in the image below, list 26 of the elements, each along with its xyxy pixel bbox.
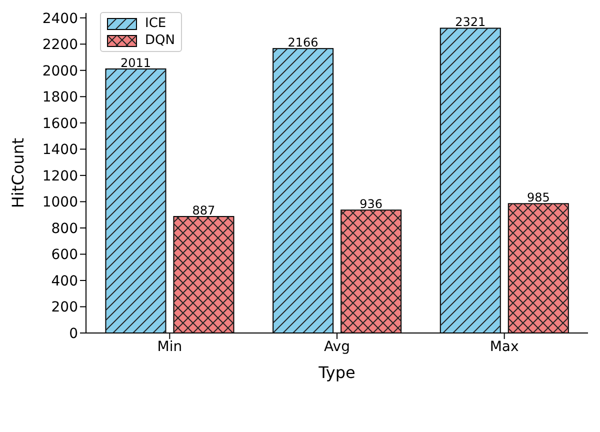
legend-label: DQN — [145, 33, 175, 48]
y-tick-label: 1000 — [42, 194, 78, 211]
data-label: 936 — [360, 197, 383, 212]
y-tick-label: 400 — [51, 273, 78, 290]
y-tick-label: 0 — [69, 326, 78, 342]
data-label: 2166 — [288, 36, 318, 50]
y-tick-label: 1800 — [42, 90, 78, 106]
legend-label: ICE — [145, 16, 166, 31]
x-tick-label: Max — [490, 338, 519, 355]
y-tick-label: 200 — [51, 300, 78, 316]
data-label: 2321 — [455, 15, 486, 30]
y-tick-label: 800 — [51, 220, 78, 237]
y-tick-label: 2400 — [42, 10, 78, 27]
y-tick-label: 2000 — [42, 63, 78, 80]
data-label: 985 — [526, 190, 550, 205]
y-axis-title: HitCount — [8, 138, 28, 208]
y-tick-label: 1200 — [42, 168, 78, 184]
y-tick-label: 600 — [51, 247, 78, 264]
y-tick-label: 1600 — [42, 116, 78, 132]
x-axis-title: Type — [318, 363, 356, 382]
x-tick-label: Min — [157, 338, 182, 355]
x-tick-label: Avg — [324, 338, 350, 355]
data-label: 887 — [192, 204, 216, 218]
data-label: 2011 — [120, 56, 152, 70]
y-tick-label: 1400 — [42, 142, 78, 158]
y-tick-label: 2200 — [42, 37, 78, 54]
